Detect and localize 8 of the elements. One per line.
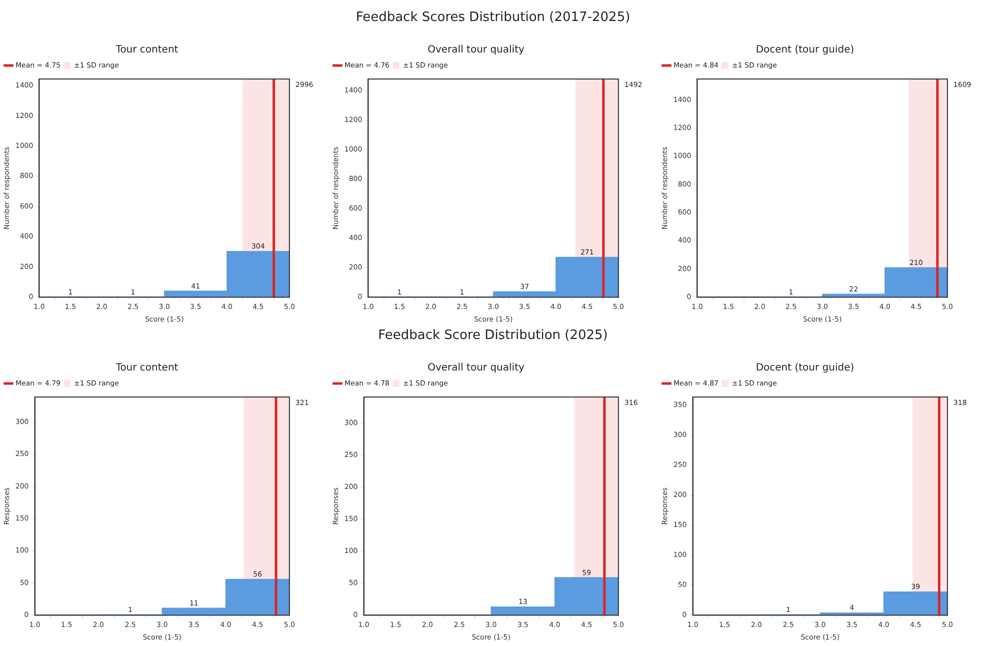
text: Feedback Scores Distribution (2017-2025) bbox=[354, 10, 632, 27]
text: Feedback Score Distribution (2025) bbox=[377, 328, 609, 345]
chart-title: Overall tour quality bbox=[428, 362, 524, 374]
chart-title: Tour content bbox=[114, 44, 178, 56]
chart-title: Docent (tour guide) bbox=[756, 44, 854, 56]
chart-title: Docent (tour guide) bbox=[756, 362, 854, 374]
chart-title: Tour content bbox=[114, 362, 178, 374]
chart-title: Overall tour quality bbox=[428, 44, 524, 56]
